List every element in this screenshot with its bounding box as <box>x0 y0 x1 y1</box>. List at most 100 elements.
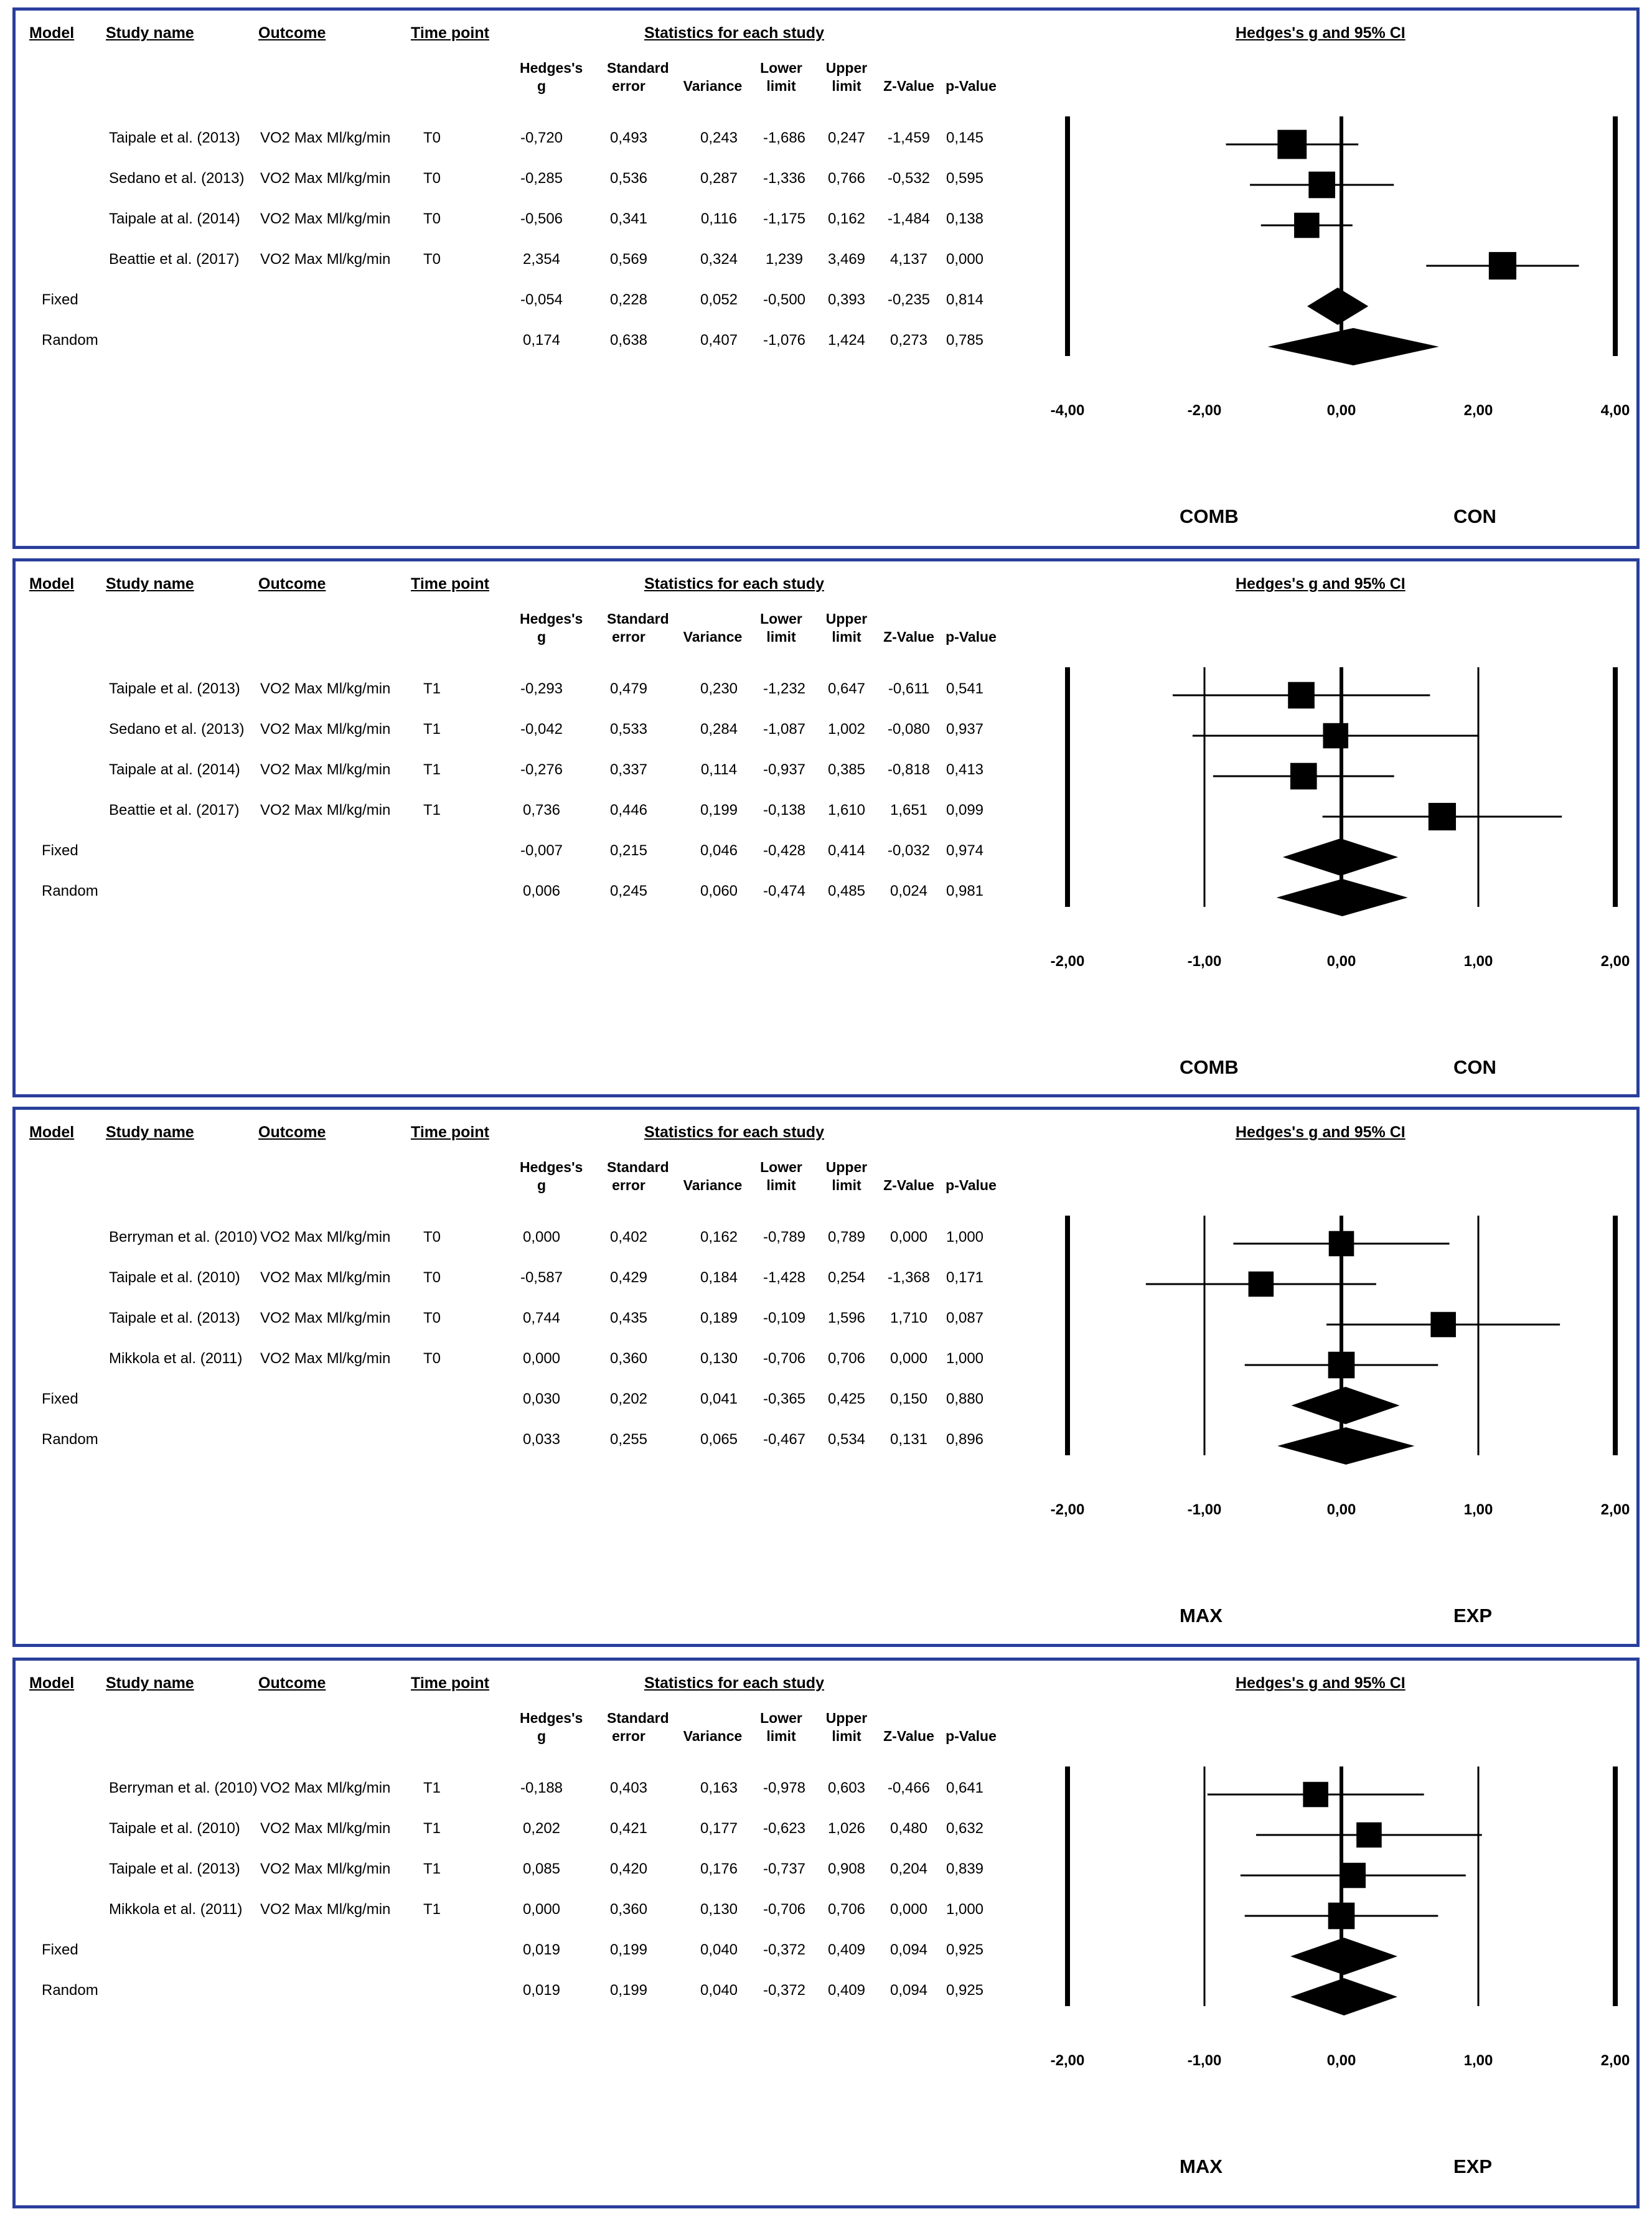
std-error-value: 0,493 <box>609 129 648 146</box>
hedges-g-value: 0,000 <box>522 1901 561 1918</box>
point-estimate-square <box>1277 129 1307 159</box>
tick-label: 1,00 <box>1464 1501 1493 1518</box>
point-estimate-square <box>1303 1781 1328 1808</box>
tick-label: 2,00 <box>1601 1501 1630 1518</box>
lower-limit-value: 1,239 <box>765 251 804 268</box>
tick-label: -2,00 <box>1051 953 1085 970</box>
std-error-value: 0,403 <box>609 1780 648 1796</box>
colhdr-upper-line1: Upper <box>825 1710 868 1726</box>
std-error-value: 0,360 <box>609 1901 648 1918</box>
header-time-point: Time point <box>411 575 489 593</box>
point-estimate-square <box>1428 802 1457 831</box>
upper-limit-value: 1,596 <box>827 1310 866 1326</box>
p-value: 0,896 <box>946 1431 984 1448</box>
colhdr-upper: Upper limit <box>825 1709 868 1745</box>
point-estimate-square <box>1294 212 1320 238</box>
time-point: T1 <box>423 721 441 738</box>
forest-panel-4: Model Study name Outcome Time point Statisti… <box>12 1658 1640 2208</box>
z-value: -1,459 <box>887 129 931 146</box>
p-value: 0,974 <box>946 842 984 859</box>
colhdr-upper-line1: Upper <box>825 60 868 76</box>
header-study-name: Study name <box>106 575 194 593</box>
header-time-point: Time point <box>411 24 489 42</box>
hedges-g-value: 0,030 <box>522 1391 561 1407</box>
z-value: 0,480 <box>889 1820 928 1837</box>
colhdr-zvalue: Z-Value <box>883 1728 934 1744</box>
hedges-g-value: 0,085 <box>522 1860 561 1877</box>
std-error-value: 0,421 <box>609 1820 648 1837</box>
variance-value: 0,052 <box>700 291 738 308</box>
summary-diamond <box>1307 288 1369 325</box>
study-name: Mikkola et al. (2011) <box>109 1901 243 1918</box>
colhdr-lower-line2: limit <box>766 1177 796 1193</box>
forest-panel-2: Model Study name Outcome Time point Statisti… <box>12 558 1640 1097</box>
header-plot-title: Hedges's g and 95% CI <box>1236 1124 1406 1141</box>
time-point: T1 <box>423 1780 441 1796</box>
z-value: 1,710 <box>889 1310 928 1326</box>
p-value: 0,641 <box>946 1780 984 1796</box>
colhdr-hedges-line2: g <box>537 78 547 94</box>
outcome: VO2 Max Ml/kg/min <box>260 170 391 187</box>
forest-plot: -2,00 -1,00 0,00 1,00 2,00 <box>1051 1766 1630 2069</box>
favours-left-label: MAX <box>1180 2156 1223 2177</box>
colhdr-lower-line2: limit <box>766 78 796 94</box>
hedges-g-value: 2,354 <box>522 251 561 268</box>
colhdr-hedges-line1: Hedges's <box>520 1159 583 1175</box>
model-label: Random <box>42 1431 98 1448</box>
lower-limit-value: -0,372 <box>763 1941 806 1958</box>
favours-left-label: MAX <box>1180 1605 1223 1626</box>
lower-limit-value: -0,978 <box>763 1780 806 1796</box>
lower-limit-value: -0,372 <box>763 1982 806 1999</box>
hedges-g-value: -0,042 <box>520 721 563 738</box>
point-estimate-square <box>1488 251 1517 280</box>
variance-value: 0,040 <box>700 1941 738 1958</box>
lower-limit-value: -0,109 <box>763 1310 806 1326</box>
variance-value: 0,230 <box>700 680 738 697</box>
colhdr-std-error-line1: Standard <box>607 1159 669 1175</box>
p-value: 0,145 <box>946 129 984 146</box>
point-estimate-square <box>1328 1351 1355 1379</box>
colhdr-std-error-line2: error <box>612 78 645 94</box>
colhdr-variance: Variance <box>683 78 743 94</box>
outcome: VO2 Max Ml/kg/min <box>260 680 391 697</box>
point-estimate-square <box>1288 682 1315 709</box>
upper-limit-value: 1,002 <box>827 721 866 738</box>
outcome: VO2 Max Ml/kg/min <box>260 1901 391 1918</box>
z-value: -0,818 <box>887 761 931 778</box>
hedges-g-value: -0,293 <box>520 680 563 697</box>
upper-limit-value: 0,409 <box>827 1982 866 1999</box>
std-error-value: 0,569 <box>609 251 648 268</box>
header-outcome: Outcome <box>258 575 326 593</box>
tick-label: -1,00 <box>1188 1501 1222 1518</box>
colhdr-upper-line2: limit <box>832 1728 861 1744</box>
upper-limit-value: 0,534 <box>827 1431 866 1448</box>
hedges-g-value: 0,736 <box>522 802 561 819</box>
p-value: 0,814 <box>946 291 984 308</box>
upper-limit-value: 0,385 <box>827 761 866 778</box>
std-error-value: 0,202 <box>609 1391 648 1407</box>
study-name: Taipale et al. (2013) <box>109 680 240 697</box>
time-point: T0 <box>423 210 441 227</box>
outcome: VO2 Max Ml/kg/min <box>260 210 391 227</box>
colhdr-upper-line1: Upper <box>825 611 868 627</box>
p-value: 0,839 <box>946 1860 984 1877</box>
z-value: -0,532 <box>887 170 931 187</box>
colhdr-hedges-line2: g <box>537 629 547 645</box>
colhdr-lower-line1: Lower <box>760 611 802 627</box>
p-value: 0,981 <box>946 883 984 899</box>
time-point: T0 <box>423 1269 441 1286</box>
upper-limit-value: 0,647 <box>827 680 866 697</box>
outcome: VO2 Max Ml/kg/min <box>260 1269 391 1286</box>
lower-limit-value: -0,365 <box>763 1391 806 1407</box>
variance-value: 0,199 <box>700 802 738 819</box>
study-name: Beattie et al. (2017) <box>109 802 240 819</box>
p-value: 1,000 <box>946 1901 984 1918</box>
variance-value: 0,114 <box>700 761 738 778</box>
summary-diamond <box>1276 879 1408 916</box>
hedges-g-value: -0,587 <box>520 1269 563 1286</box>
colhdr-zvalue: Z-Value <box>883 1177 934 1193</box>
tick-label: 0,00 <box>1327 2052 1356 2069</box>
p-value: 0,413 <box>946 761 984 778</box>
lower-limit-value: -0,706 <box>763 1901 806 1918</box>
hedges-g-value: 0,000 <box>522 1350 561 1367</box>
